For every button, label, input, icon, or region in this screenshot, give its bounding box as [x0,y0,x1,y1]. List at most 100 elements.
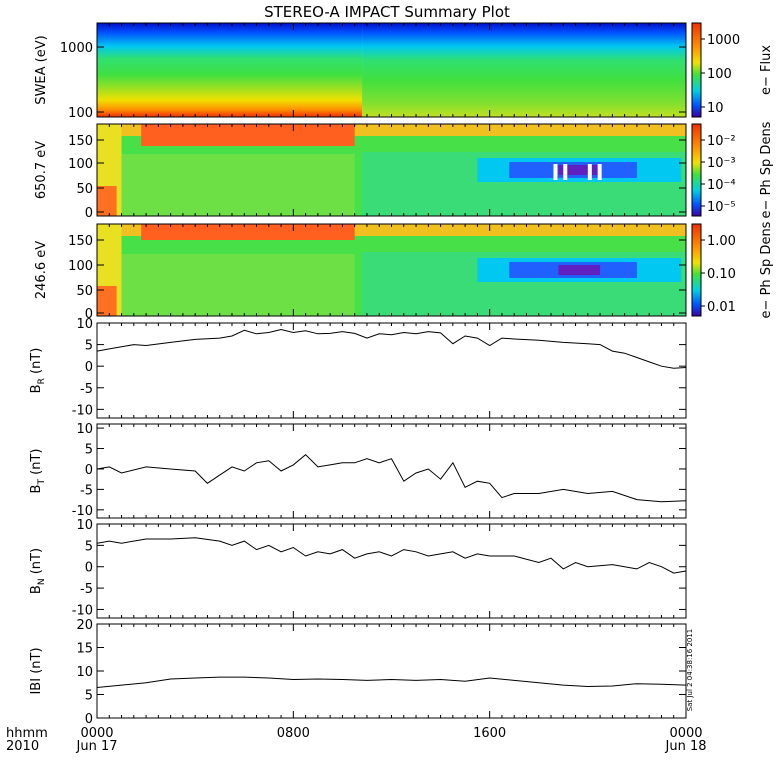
y-label-unit: (nT) [29,348,44,378]
panel-frame [96,523,687,619]
y-axis-label: BN (nT) [29,548,47,594]
heatmap-band [558,165,601,175]
colorbar-tick-label: 10⁻⁴ [707,178,736,193]
panel-frame [96,322,687,419]
y-label-subscript: R [37,378,47,384]
y-axis-label: SWEA (eV) [34,35,49,104]
y-tick-label: 15 [76,642,93,657]
y-tick-label: 5 [85,539,93,554]
year-label: 2010 [6,739,39,754]
y-tick-label: 20 [76,618,93,633]
x-ticks-panel-3 [96,224,687,316]
heatmap-region [362,23,686,117]
heatmap-band [97,186,117,216]
x-tick-time: 0000 [80,726,113,741]
data-gap [553,164,558,180]
heatmap-region [97,23,363,117]
y-tick-label: 100 [68,259,93,274]
y-tick-label: 0 [85,360,93,375]
y-label-unit: (nT) [29,449,44,479]
y-tick-label: 10 [76,422,93,437]
colorbar-label: e− Ph Sp Dens [759,121,774,218]
y-tick-label: 5 [85,689,93,704]
colorbar-gradient [691,123,702,217]
panel-frame [96,623,687,719]
y-tick-label: -10 [72,603,93,618]
colorbar-tick-label: 1.00 [707,234,736,249]
y-tick-label: -5 [80,582,93,597]
x-ticks-panel-4 [96,323,687,418]
y-tick-label: 10 [76,518,93,533]
y-tick-label: 5 [85,339,93,354]
heatmap-band [121,154,355,216]
line-panel-7: 20 15 10 5 0 IBI (nT) [29,618,687,727]
y-axis-label: 246.6 eV [34,241,49,299]
y-tick-label: 0 [85,307,93,322]
heatmap-band [141,224,355,240]
heatmap-band [141,124,355,146]
y-tick-label: 150 [68,234,93,249]
x-ticks-panel-5 [96,424,687,518]
heatmap-axis-3: 150 100 50 0 246.6 eV [34,234,686,322]
x-ticks-panel-7 [96,624,687,718]
x-tick-time: 1600 [473,726,506,741]
line-panel-5: 10 5 0 -5 -10 BT (nT) [29,422,687,519]
y-axis-label: BT (nT) [29,449,47,494]
heatmap-band [121,254,355,316]
heatmap-band [97,286,117,316]
y-tick-label: -10 [72,403,93,418]
y-tick-label: -10 [72,504,93,519]
heatmap-panel-1 [96,22,687,118]
colorbar-gradient [691,223,702,317]
y-tick-label: 100 [68,106,93,121]
x-tick-date: Jun 17 [76,739,118,754]
y-tick-label: 10 [76,317,93,332]
colorbar-label: e− Ph Sp Dens [759,221,774,318]
y-tick-label: -5 [80,382,93,397]
colorbar-tick-label: 10⁻³ [707,156,736,171]
y-label-unit: (nT) [29,647,44,677]
y-label-subscript: T [37,479,47,486]
y-label-main: IBI [29,678,44,695]
y-tick-label: 150 [68,134,93,149]
data-gap [563,164,568,180]
series-line [96,454,687,503]
x-tick-time: 0800 [277,726,310,741]
y-tick-label: -5 [80,483,93,498]
x-ticks-panel-6 [96,524,687,618]
y-label-main: B [29,384,44,393]
y-tick-label: 100 [68,157,93,172]
colorbar-tick-label: 10⁻² [707,134,736,149]
panel-frame [96,423,687,519]
colorbar-3: 1.00 0.10 0.01 e− Ph Sp Dens [691,221,774,318]
plot-title: STEREO-A IMPACT Summary Plot [264,3,510,21]
colorbar-tick-label: 0.01 [707,300,736,315]
x-tick-time: 0000 [669,726,702,741]
timestamp-label: Sat Jul 2 04:38:16 2011 [686,629,694,712]
y-tick-label: 0 [85,463,93,478]
series-line [96,328,687,369]
y-label-unit: (nT) [29,548,44,578]
y-label-main: B [29,585,44,594]
x-ticks-panel-2 [96,124,687,216]
heatmap-axis-2: 150 100 50 0 650.7 eV [34,134,686,221]
colorbar-tick-label: 10⁻⁵ [707,200,736,215]
data-gap [587,164,592,180]
y-label-subscript: N [37,578,47,585]
colorbar-tick-label: 10 [707,101,724,116]
heatmap-band [558,265,601,275]
series-line [96,537,687,574]
y-tick-label: 0 [85,206,93,221]
y-tick-label: 0 [85,712,93,727]
colorbar-tick-label: 0.10 [707,267,736,282]
data-gap [597,164,602,180]
x-ticks-panel-1 [96,23,687,117]
y-axis-label: BR (nT) [29,348,47,394]
y-tick-label: 0 [85,561,93,576]
series-line [96,676,687,688]
colorbar-tick-label: 100 [707,67,732,82]
y-tick-label: 50 [76,284,93,299]
y-axis-label: IBI (nT) [29,647,44,694]
